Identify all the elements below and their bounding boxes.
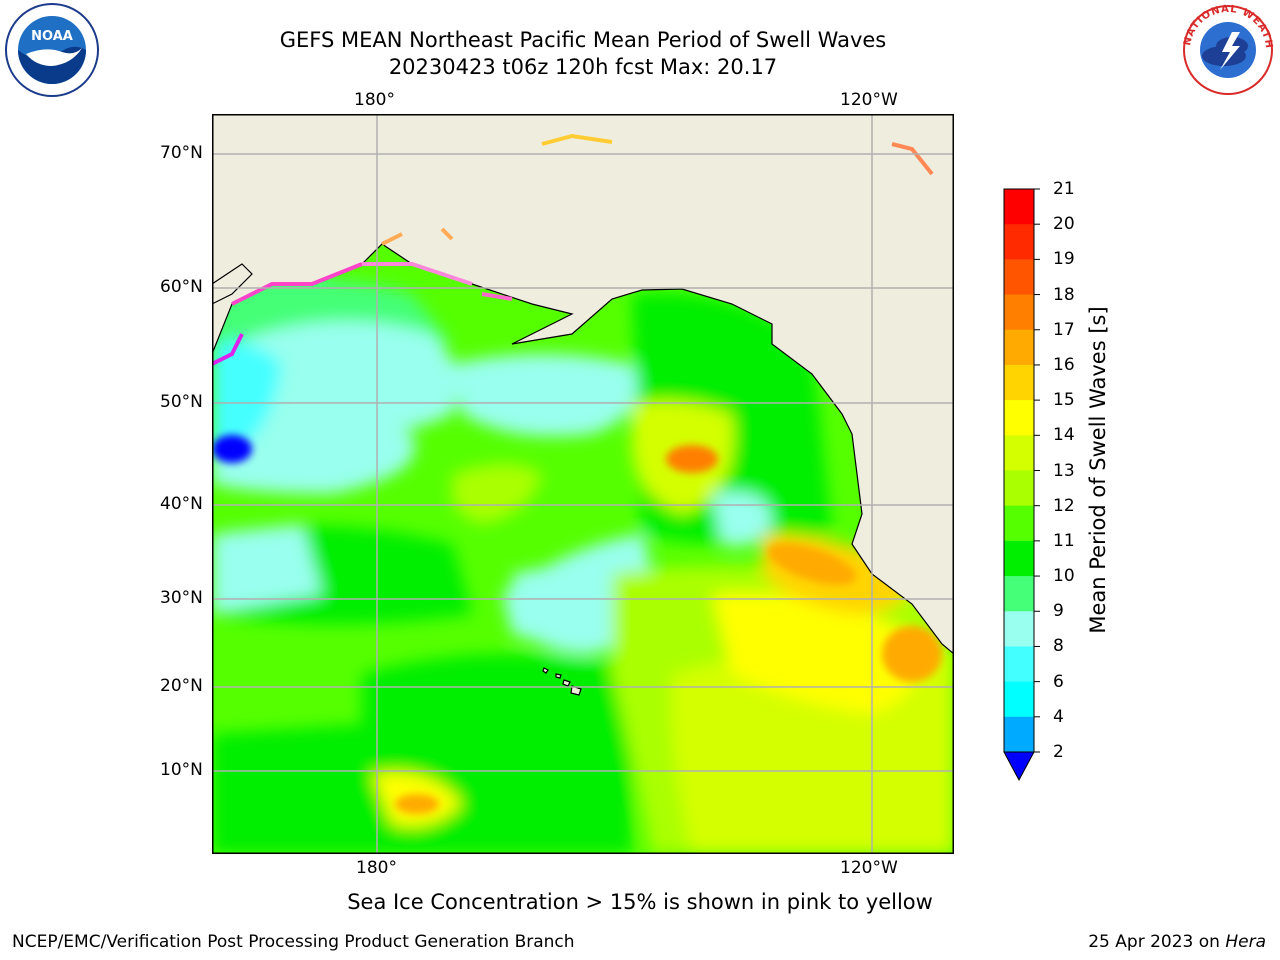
map-border (212, 114, 954, 854)
colorbar-tick-label: 15 (1053, 390, 1075, 411)
nws-logo: NATIONAL WEATHER SERVICE (1176, 0, 1276, 98)
colorbar-tick-label: 21 (1053, 179, 1075, 199)
footer-host: Hera (1225, 932, 1266, 952)
lat-label-40n: 40°N (160, 494, 203, 514)
colorbar-segment (1004, 681, 1034, 718)
sea-ice-note: Sea Ice Concentration > 15% is shown in … (347, 890, 933, 914)
footer-date-text: 25 Apr 2023 on (1088, 932, 1226, 952)
lon-label-bottom-120w: 120°W (840, 858, 898, 878)
noaa-logo-text: NOAA (31, 29, 73, 44)
footer-date: 25 Apr 2023 on Hera (1088, 932, 1266, 952)
colorbar-segment (1004, 224, 1034, 260)
colorbar-segment (1004, 259, 1034, 296)
colorbar-tick-label: 9 (1053, 601, 1064, 622)
colorbar-segment (1004, 646, 1034, 683)
colorbar-tick-label: 11 (1053, 530, 1075, 551)
colorbar-title: Mean Period of Swell Waves [s] (1086, 306, 1110, 634)
colorbar-tick-label: 14 (1053, 425, 1075, 446)
lat-label-70n: 70°N (160, 143, 203, 163)
colorbar-tick-label: 4 (1053, 706, 1064, 727)
swell-maxima (212, 435, 942, 814)
sea-ice-fringe (212, 133, 934, 366)
colorbar-segment (1004, 435, 1034, 471)
colorbar-segment (1004, 505, 1034, 542)
lat-label-30n: 30°N (160, 588, 203, 608)
colorbar-segment (1004, 189, 1034, 225)
colorbar-segment (1004, 400, 1034, 436)
footer-credit: NCEP/EMC/Verification Post Processing Pr… (12, 932, 575, 952)
colorbar (1002, 187, 1092, 787)
colorbar-segment (1004, 540, 1034, 577)
colorbar-tick-label: 19 (1053, 249, 1075, 270)
colorbar-tick-label: 17 (1053, 319, 1075, 340)
swell-field (212, 240, 954, 854)
colorbar-segment (1004, 329, 1034, 366)
colorbar-tick-label: 13 (1053, 460, 1075, 481)
lon-label-bottom-180: 180° (356, 858, 397, 878)
lat-label-50n: 50°N (160, 392, 203, 412)
lat-label-20n: 20°N (160, 676, 203, 696)
colorbar-segment (1004, 611, 1034, 647)
map-subtitle: 20230423 t06z 120h fcst Max: 20.17 (388, 55, 778, 79)
colorbar-tick-label: 2 (1053, 742, 1064, 762)
colorbar-segment (1004, 576, 1034, 612)
colorbar-tick-label: 20 (1053, 214, 1075, 235)
map-title: GEFS MEAN Northeast Pacific Mean Period … (279, 28, 887, 52)
colorbar-segment (1004, 364, 1034, 401)
colorbar-tick-label: 6 (1053, 671, 1064, 692)
colorbar-tick-label: 18 (1053, 284, 1075, 305)
colorbar-segment (1004, 294, 1034, 331)
lon-label-top-180: 180° (354, 90, 395, 110)
lat-label-10n: 10°N (160, 760, 203, 780)
noaa-logo: NOAA (2, 2, 102, 102)
colorbar-segment (1004, 470, 1034, 507)
colorbar-extend-arrow (1003, 751, 1035, 782)
graticule (212, 114, 954, 854)
colorbar-segment (1004, 716, 1034, 753)
lon-label-top-120w: 120°W (840, 90, 898, 110)
colorbar-tick-label: 12 (1053, 495, 1075, 516)
colorbar-tick-label: 16 (1053, 354, 1075, 375)
swell-period-map (212, 114, 954, 854)
colorbar-tick-label: 10 (1053, 566, 1075, 587)
colorbar-tick-label: 8 (1053, 636, 1064, 657)
lat-label-60n: 60°N (160, 277, 203, 297)
